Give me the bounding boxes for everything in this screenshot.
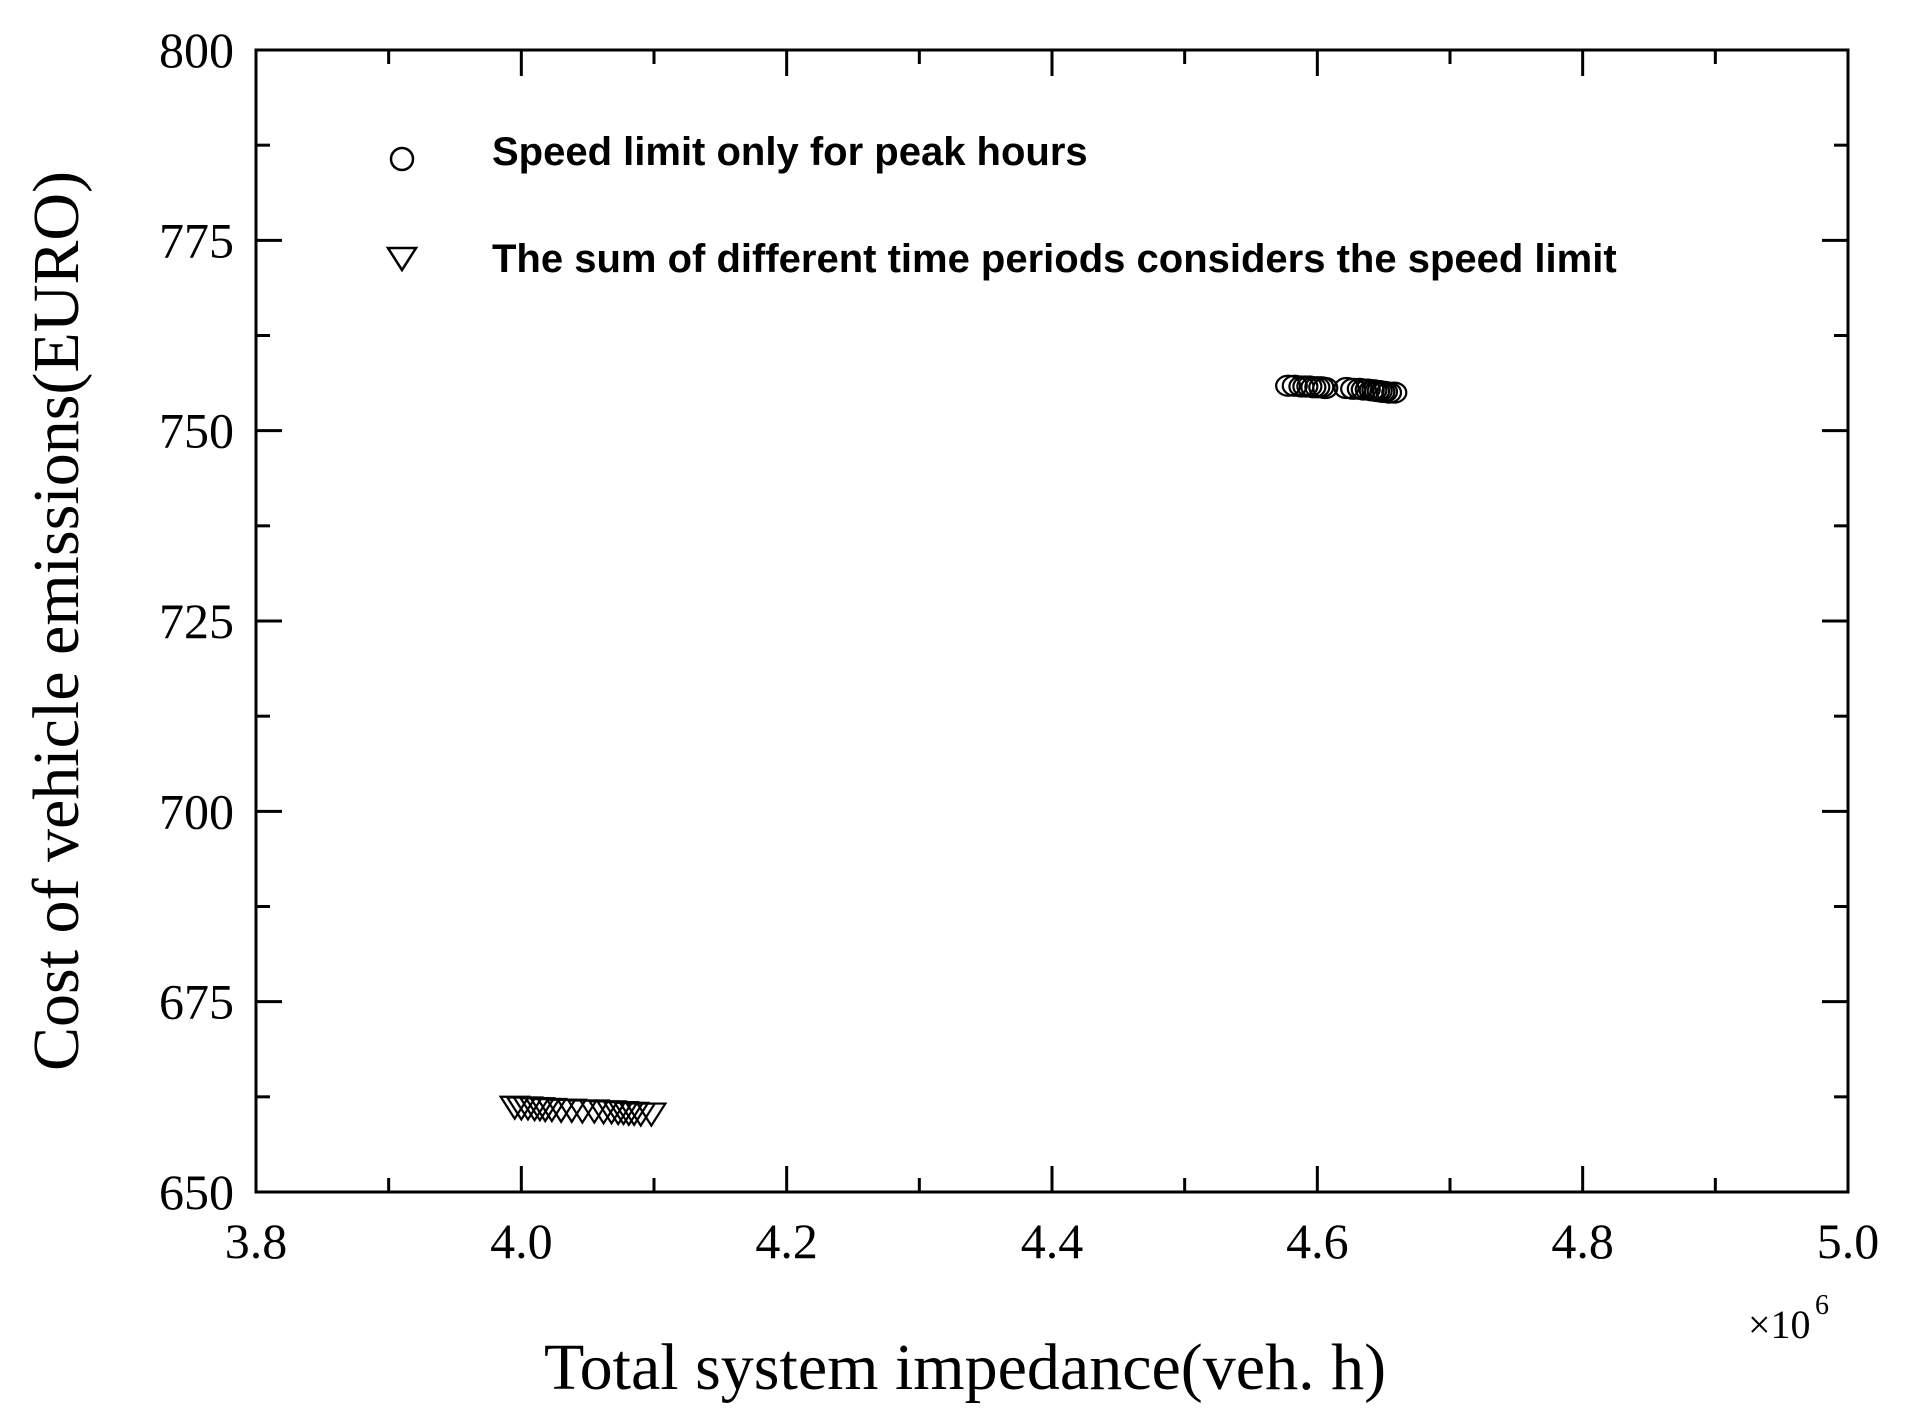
x-tick-label: 3.8 — [225, 1213, 288, 1269]
legend-label-peak-hours: Speed limit only for peak hours — [492, 130, 1088, 174]
x-tick-label: 4.2 — [755, 1213, 818, 1269]
y-tick-label: 775 — [159, 212, 234, 268]
legend-label-time-periods: The sum of different time periods consid… — [492, 237, 1617, 281]
x-tick-label: 4.0 — [490, 1213, 553, 1269]
x-axis-title: Total system impedance(veh. h) — [544, 1331, 1386, 1404]
x-tick-label: 4.4 — [1021, 1213, 1084, 1269]
y-tick-label: 750 — [159, 403, 234, 459]
legend-triangle-marker-icon — [385, 246, 419, 273]
x-tick-label: 5.0 — [1817, 1213, 1880, 1269]
x-tick-labels: 3.8 4.0 4.2 4.4 4.6 4.8 5.0 — [225, 1213, 1880, 1269]
circle-point — [1381, 381, 1408, 404]
y-tick-label: 675 — [159, 974, 234, 1030]
legend: Speed limit only for peak hours The sum … — [385, 130, 1617, 281]
y-axis-title: Cost of vehicle emissions(EURO) — [20, 171, 93, 1071]
circle-point — [1312, 376, 1339, 400]
y-tick-label: 650 — [159, 1164, 234, 1220]
triangle-point — [635, 1102, 668, 1128]
plot-frame — [254, 48, 1850, 1194]
circle-point — [1275, 374, 1302, 397]
legend-circle-marker-icon — [389, 146, 415, 172]
x-tick-label: 4.6 — [1286, 1213, 1349, 1269]
x-tick-label: 4.8 — [1551, 1213, 1614, 1269]
y-tick-label: 725 — [159, 593, 234, 649]
y-tick-label: 700 — [159, 783, 234, 839]
x-multiplier-exponent: 6 — [1815, 1290, 1829, 1321]
x-multiplier-label: ×10 — [1748, 1302, 1811, 1347]
data-points — [498, 374, 1408, 1128]
y-tick-labels: 650 675 700 725 750 775 800 — [159, 22, 234, 1220]
axis-ticks — [254, 48, 1850, 1194]
y-tick-label: 800 — [159, 22, 234, 78]
